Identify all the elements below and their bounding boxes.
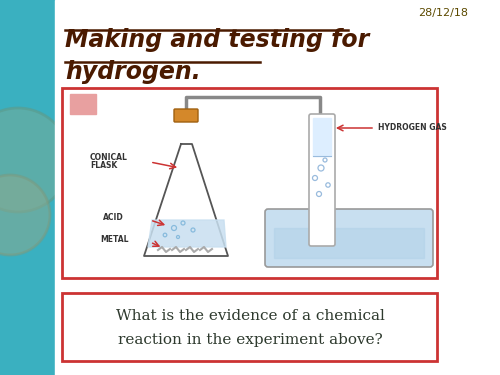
Text: hydrogen.: hydrogen. [65,60,201,84]
FancyBboxPatch shape [174,109,198,122]
Text: HYDROGEN GAS: HYDROGEN GAS [378,123,447,132]
Bar [62,293,437,361]
Polygon shape [144,144,228,256]
Bar [274,228,424,258]
FancyBboxPatch shape [309,114,335,246]
Polygon shape [148,220,226,247]
Text: Making and testing for: Making and testing for [65,28,369,52]
Circle shape [0,108,70,212]
Bar [180,118,192,144]
Text: 28/12/18: 28/12/18 [418,8,468,18]
Text: FLASK: FLASK [90,160,117,170]
Text: What is the evidence of a chemical: What is the evidence of a chemical [116,309,384,323]
Circle shape [0,175,50,255]
Bar [313,118,331,156]
Text: ACID: ACID [103,213,124,222]
Text: reaction in the experiment above?: reaction in the experiment above? [118,333,382,347]
Text: METAL: METAL [100,236,128,244]
Text: CONICAL: CONICAL [90,153,128,162]
FancyBboxPatch shape [265,209,433,267]
Bar [55,0,500,375]
Bar [62,88,437,278]
Bar [70,94,96,114]
